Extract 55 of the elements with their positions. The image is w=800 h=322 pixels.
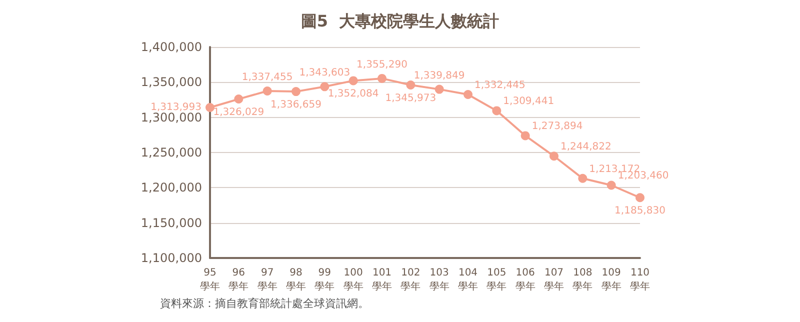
text: 1,355,290 — [356, 59, 408, 70]
point — [550, 152, 558, 161]
point — [434, 84, 444, 94]
text: 1,339,849 — [414, 70, 465, 82]
x-tick-label: 109 學年 — [601, 268, 622, 292]
text: 1,352,084 — [328, 88, 379, 100]
x-tick-label: 104 學年 — [458, 268, 478, 292]
text: 1,326,029 — [213, 107, 264, 118]
x-tick-label: 99 學年 — [314, 268, 335, 292]
x-tick-label: 96 學年 — [228, 268, 249, 292]
text: 1,337,455 — [242, 72, 293, 83]
point — [492, 106, 502, 116]
y-tick-label: 1,200,000 — [140, 180, 202, 195]
x-tick-label: 108 學年 — [572, 268, 593, 292]
y-tick-label: 1,100,000 — [140, 251, 202, 265]
text: 1,309,441 — [503, 96, 554, 108]
point — [234, 94, 244, 104]
text: 1,185,830 — [614, 206, 666, 217]
text: 1,332,445 — [474, 80, 526, 92]
text: 1,313,993 — [150, 102, 202, 113]
point — [206, 102, 214, 112]
point — [292, 87, 300, 96]
x-tick-label: 102 學年 — [400, 268, 421, 292]
point — [520, 131, 530, 140]
x-tick-label: 107 學年 — [544, 268, 564, 292]
x-tick-label: 110 學年 — [630, 268, 650, 292]
y-tick-label: 1,150,000 — [140, 216, 202, 230]
x-tick-label: 105 學年 — [486, 268, 507, 292]
point — [636, 193, 644, 202]
y-tick-label: 1,300,000 — [140, 110, 202, 124]
text: 1,343,603 — [299, 68, 350, 79]
x-tick-label: 103 學年 — [429, 268, 450, 292]
point — [578, 174, 588, 183]
y-tick-label: 1,250,000 — [140, 146, 202, 160]
x-tick-label: 95 學年 — [200, 268, 220, 292]
text: 1,244,822 — [560, 142, 612, 153]
y-tick-label: 1,400,000 — [140, 40, 202, 54]
chart-title: 圖5 大專校院學生人數統計 — [300, 12, 500, 30]
text: 1,345,973 — [385, 93, 436, 104]
point — [378, 74, 386, 83]
point — [464, 90, 472, 100]
x-tick-label: 106 學年 — [515, 268, 536, 292]
point — [606, 180, 616, 190]
y-tick-label: 1,350,000 — [140, 75, 202, 90]
point — [348, 76, 358, 86]
point — [262, 86, 272, 96]
x-tick-label: 100 學年 — [343, 268, 364, 292]
x-tick-label: 98 學年 — [286, 268, 306, 292]
text: 1,336,659 — [270, 100, 322, 111]
point — [406, 80, 416, 90]
source-note: 資料來源：摘自教育部統計處全球資訊網。 — [160, 297, 369, 310]
x-tick-label: 97 學年 — [257, 268, 278, 292]
point — [320, 82, 330, 92]
x-tick-label: 101 學年 — [372, 268, 392, 292]
text: 1,273,894 — [532, 121, 583, 132]
